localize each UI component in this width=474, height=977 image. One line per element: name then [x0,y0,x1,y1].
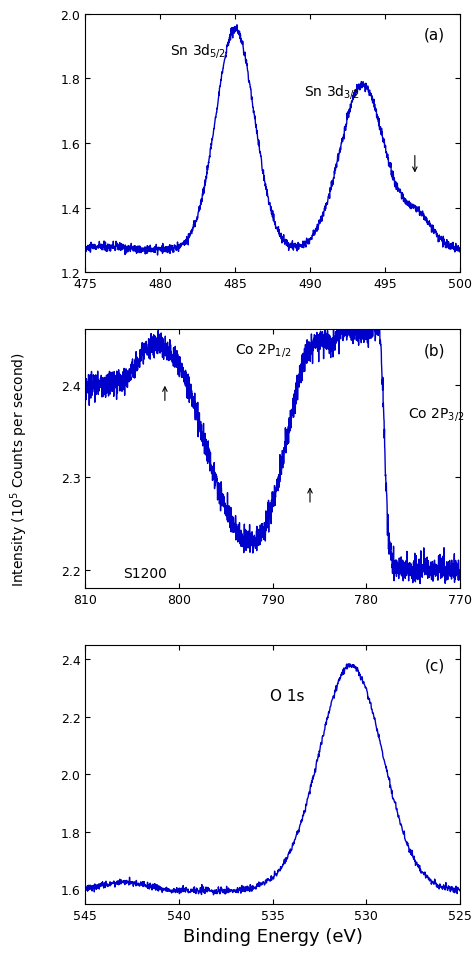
Text: (a): (a) [424,27,445,43]
Text: S1200: S1200 [123,567,167,580]
Text: Co 2P$_{1/2}$: Co 2P$_{1/2}$ [235,341,292,359]
Text: Sn 3d$_{5/2}$: Sn 3d$_{5/2}$ [170,42,226,61]
Text: (c): (c) [425,658,445,673]
Text: (b): (b) [423,343,445,358]
Text: O 1s: O 1s [270,688,305,702]
Text: Sn 3d$_{3/2}$: Sn 3d$_{3/2}$ [304,83,361,101]
X-axis label: Binding Energy (eV): Binding Energy (eV) [182,927,363,945]
Text: Co 2P$_{3/2}$: Co 2P$_{3/2}$ [408,406,465,423]
Text: Intensity (10$^5$ Counts per second): Intensity (10$^5$ Counts per second) [8,352,30,586]
